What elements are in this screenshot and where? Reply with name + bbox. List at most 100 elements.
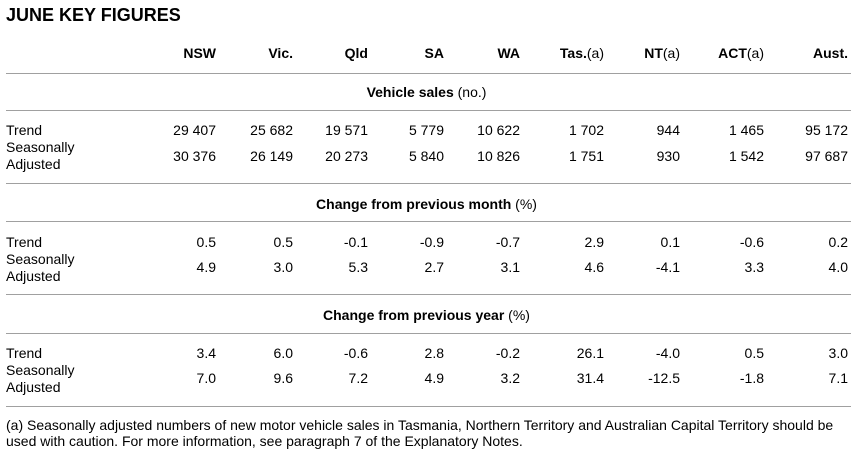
seasonally-adjusted-value: 20 273: [325, 148, 368, 164]
page-title: JUNE KEY FIGURES: [6, 5, 181, 25]
column-header-label: Aust.: [813, 45, 848, 61]
trend-value: -4.0: [655, 345, 680, 361]
seasonally-adjusted-value: 7.0: [196, 370, 216, 386]
seasonally-adjusted-value: 3.0: [273, 259, 293, 275]
column-header-label: NSW: [183, 45, 216, 61]
row-label-trend: Trend: [6, 122, 43, 138]
trend-value: 0.5: [273, 234, 293, 250]
section-unit: (no.): [453, 84, 487, 100]
column-header-note: (a): [586, 45, 604, 61]
column-header-note: (a): [746, 45, 764, 61]
seasonally-adjusted-value: 3.3: [744, 259, 764, 275]
row-label-trend: Trend: [6, 345, 43, 361]
divider: [6, 406, 851, 407]
column-header: SA: [364, 45, 444, 61]
seasonally-adjusted-value: -4.1: [655, 259, 680, 275]
column-header: ACT(a): [684, 45, 764, 61]
row-label-sa-1: Seasonally: [6, 362, 75, 378]
section-unit: (%): [504, 307, 530, 323]
section-title: Change from previous month: [316, 196, 512, 212]
trend-value: 1 465: [728, 122, 764, 138]
seasonally-adjusted-value: 4.6: [584, 259, 604, 275]
trend-value: -0.9: [419, 234, 444, 250]
column-header-label: Qld: [344, 45, 368, 61]
seasonally-adjusted-value: 10 826: [477, 148, 520, 164]
trend-value: 25 682: [250, 122, 293, 138]
row-label-sa-2: Adjusted: [6, 268, 61, 284]
seasonally-adjusted-value: 5 840: [408, 148, 444, 164]
seasonally-adjusted-value: -1.8: [739, 370, 764, 386]
seasonally-adjusted-value: 3.2: [500, 370, 520, 386]
seasonally-adjusted-value: 26 149: [250, 148, 293, 164]
trend-value: -0.7: [495, 234, 520, 250]
seasonally-adjusted-value: 2.7: [424, 259, 444, 275]
seasonally-adjusted-value: 31.4: [576, 370, 604, 386]
seasonally-adjusted-value: 4.9: [424, 370, 444, 386]
trend-value: 3.0: [828, 345, 848, 361]
column-header: NSW: [136, 45, 216, 61]
trend-value: 95 172: [805, 122, 848, 138]
row-label-sa-2: Adjusted: [6, 156, 61, 172]
trend-value: 0.2: [828, 234, 848, 250]
section-unit: (%): [511, 196, 537, 212]
seasonally-adjusted-value: 9.6: [273, 370, 293, 386]
row-label-trend: Trend: [6, 234, 43, 250]
section-title: Change from previous year: [323, 307, 505, 323]
row-label-sa-1: Seasonally: [6, 139, 75, 155]
row-label-sa-2: Adjusted: [6, 379, 61, 395]
trend-value: 2.8: [424, 345, 444, 361]
trend-value: 6.0: [273, 345, 293, 361]
column-header: WA: [440, 45, 520, 61]
trend-value: 0.5: [744, 345, 764, 361]
trend-value: 0.5: [196, 234, 216, 250]
footnote: (a) Seasonally adjusted numbers of new m…: [6, 417, 834, 449]
section-heading: Vehicle sales (no.): [0, 84, 853, 100]
trend-value: 2.9: [584, 234, 604, 250]
column-header-label: NT: [644, 45, 663, 61]
trend-value: 3.4: [196, 345, 216, 361]
trend-value: -0.6: [343, 345, 368, 361]
section-title: Vehicle sales: [366, 84, 454, 100]
seasonally-adjusted-value: 4.9: [196, 259, 216, 275]
seasonally-adjusted-value: 7.2: [348, 370, 368, 386]
trend-value: 944: [656, 122, 680, 138]
column-header-label: ACT: [718, 45, 747, 61]
seasonally-adjusted-value: 4.0: [828, 259, 848, 275]
trend-value: -0.6: [739, 234, 764, 250]
trend-value: 29 407: [173, 122, 216, 138]
divider: [6, 110, 851, 111]
trend-value: 0.1: [660, 234, 680, 250]
column-header: NT(a): [600, 45, 680, 61]
column-header-label: SA: [424, 45, 444, 61]
column-header: Tas.(a): [524, 45, 604, 61]
seasonally-adjusted-value: 3.1: [500, 259, 520, 275]
column-header-label: Vic.: [268, 45, 293, 61]
divider: [6, 294, 851, 295]
column-header: Aust.: [768, 45, 848, 61]
row-label-sa-1: Seasonally: [6, 251, 75, 267]
section-heading: Change from previous month (%): [0, 196, 853, 212]
seasonally-adjusted-value: 1 542: [728, 148, 764, 164]
divider: [6, 183, 851, 184]
seasonally-adjusted-value: 7.1: [828, 370, 848, 386]
trend-value: -0.1: [343, 234, 368, 250]
trend-value: 10 622: [477, 122, 520, 138]
trend-value: -0.2: [495, 345, 520, 361]
trend-value: 26.1: [576, 345, 604, 361]
seasonally-adjusted-value: 930: [656, 148, 680, 164]
seasonally-adjusted-value: 1 751: [568, 148, 604, 164]
column-header: Vic.: [213, 45, 293, 61]
seasonally-adjusted-value: 97 687: [805, 148, 848, 164]
section-heading: Change from previous year (%): [0, 307, 853, 323]
trend-value: 19 571: [325, 122, 368, 138]
column-header-label: Tas.: [559, 45, 587, 61]
divider: [6, 221, 851, 222]
column-header-label: WA: [497, 45, 520, 61]
seasonally-adjusted-value: -12.5: [648, 370, 680, 386]
seasonally-adjusted-value: 5.3: [348, 259, 368, 275]
seasonally-adjusted-value: 30 376: [173, 148, 216, 164]
divider: [6, 333, 851, 334]
trend-value: 5 779: [408, 122, 444, 138]
column-header: Qld: [288, 45, 368, 61]
divider: [6, 73, 851, 74]
